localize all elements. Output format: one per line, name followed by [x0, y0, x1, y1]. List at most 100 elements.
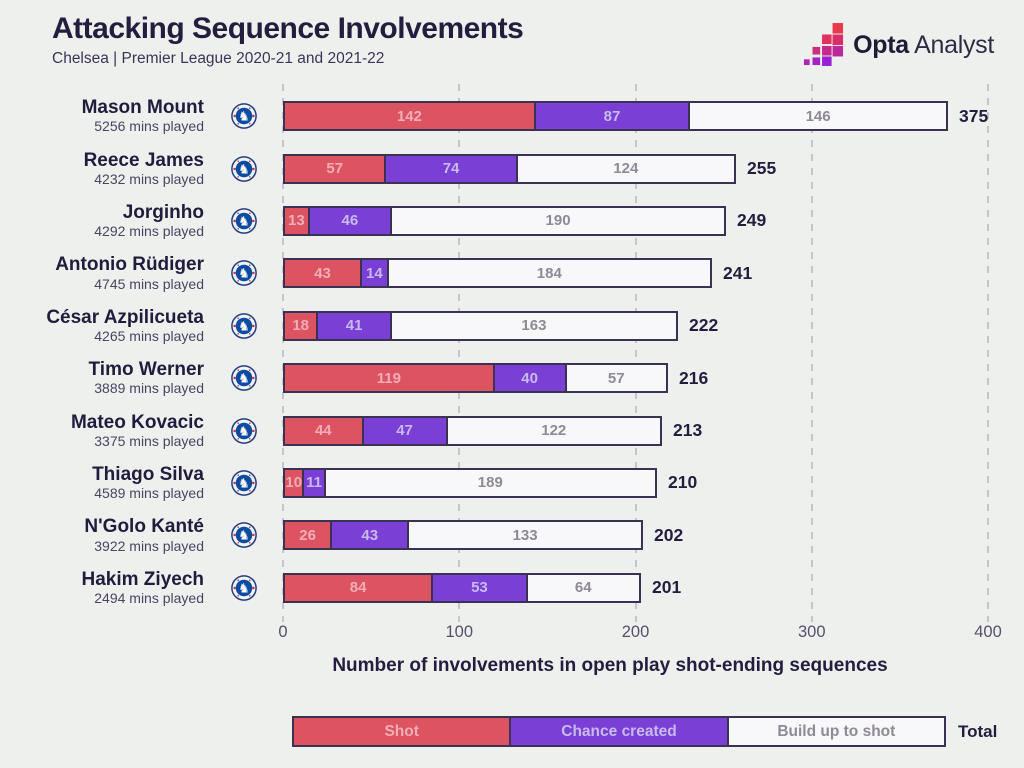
legend: Shot Chance created Build up to shot Total — [292, 716, 997, 747]
club-badge: ♞ — [231, 312, 257, 339]
segment-value: 18 — [292, 317, 310, 335]
stacked-bar: 26 43 133 — [283, 520, 643, 551]
opta-stairs-icon — [803, 23, 844, 66]
segment-value: 43 — [361, 526, 379, 544]
bar-segment-chance: 87 — [535, 103, 691, 130]
logo-wordmark: Opta Analyst — [853, 31, 994, 60]
bar-segment-chance: 11 — [304, 469, 326, 496]
legend-segment-shot: Shot — [294, 718, 512, 745]
segment-value: 84 — [349, 579, 367, 597]
segment-value: 26 — [299, 526, 316, 544]
player-row: Mason Mount 5256 mins played ♞ 142 87 146 375 — [0, 90, 1024, 142]
stacked-bar: 119 40 57 — [283, 363, 668, 394]
total-value: 216 — [679, 367, 709, 388]
x-axis-tick: 400 — [974, 623, 1002, 641]
gridline — [282, 84, 284, 622]
bar-segment-shot: 57 — [285, 155, 387, 182]
svg-text:♞: ♞ — [238, 581, 250, 596]
player-label: César Azpilicueta 4265 mins played — [0, 307, 204, 345]
segment-value: 14 — [365, 264, 383, 282]
player-mins-played: 4589 mins played — [94, 485, 204, 502]
bar-segment-buildup: 190 — [392, 207, 724, 234]
player-mins-played: 4265 mins played — [94, 328, 204, 345]
player-row: César Azpilicueta 4265 mins played ♞ 18 41 16… — [0, 300, 1024, 352]
stacked-bar: 18 41 163 — [283, 310, 678, 341]
total-value: 213 — [673, 420, 703, 441]
legend-bar: Shot Chance created Build up to shot — [292, 716, 946, 747]
player-mins-played: 4745 mins played — [94, 275, 204, 292]
chelsea-badge-icon: ♞ — [231, 574, 257, 601]
x-axis-tick: 200 — [621, 623, 650, 641]
legend-segment-chance: Chance created — [511, 718, 729, 745]
bar-segment-chance: 41 — [318, 312, 392, 339]
player-name: Mason Mount — [81, 97, 204, 119]
player-label: Timo Werner 3889 mins played — [0, 359, 204, 397]
player-mins-played: 5256 mins played — [94, 118, 204, 135]
player-mins-played: 3922 mins played — [94, 537, 204, 554]
legend-segment-label: Shot — [384, 722, 419, 740]
svg-text:♞: ♞ — [238, 267, 250, 282]
chelsea-badge-icon: ♞ — [231, 103, 257, 130]
segment-value: 57 — [607, 369, 625, 387]
player-label: Mateo Kovacic 3375 mins played — [0, 412, 204, 450]
segment-value: 163 — [521, 317, 547, 335]
bar-segment-buildup: 122 — [447, 417, 660, 444]
player-row: Mateo Kovacic 3375 mins played ♞ 44 47 122 213 — [0, 404, 1024, 456]
segment-value: 190 — [545, 212, 571, 230]
stacked-bar: 44 47 122 — [283, 415, 662, 446]
bar-segment-shot: 18 — [285, 312, 319, 339]
bar-segment-chance: 43 — [332, 522, 410, 549]
player-name: Jorginho — [122, 202, 204, 223]
svg-text:♞: ♞ — [238, 424, 250, 439]
bar-segment-buildup: 146 — [690, 103, 946, 130]
bar-segment-chance: 46 — [309, 207, 393, 234]
bar-segment-buildup: 184 — [388, 260, 710, 287]
bar-segment-buildup: 64 — [527, 574, 639, 601]
player-label: Mason Mount 5256 mins played — [0, 97, 204, 135]
player-name: Antonio Rüdiger — [55, 254, 204, 276]
segment-value: 74 — [442, 160, 460, 178]
segment-value: 87 — [603, 107, 621, 125]
bar-segment-chance: 14 — [362, 260, 389, 287]
player-mins-played: 4292 mins played — [94, 223, 204, 240]
segment-value: 64 — [574, 579, 592, 597]
bar-segment-shot: 44 — [285, 417, 364, 444]
player-mins-played: 2494 mins played — [94, 590, 204, 606]
stacked-bar: 84 53 64 — [283, 572, 641, 603]
page-subtitle: Chelsea | Premier League 2020-21 and 202… — [52, 50, 385, 67]
chelsea-badge-icon: ♞ — [231, 470, 257, 496]
total-value: 210 — [668, 472, 698, 493]
bar-segment-buildup: 57 — [566, 365, 666, 392]
player-name: Timo Werner — [88, 359, 204, 381]
player-mins-played: 4232 mins played — [94, 170, 204, 187]
segment-value: 184 — [536, 264, 562, 282]
player-name: César Azpilicueta — [46, 306, 204, 328]
segment-value: 40 — [521, 369, 538, 387]
svg-text:♞: ♞ — [238, 372, 250, 387]
gridline — [634, 84, 637, 622]
club-badge: ♞ — [231, 574, 257, 601]
segment-value: 53 — [471, 579, 488, 597]
stacked-bar: 10 11 189 — [283, 467, 657, 498]
player-name: N'Golo Kanté — [84, 516, 204, 538]
svg-text:♞: ♞ — [238, 110, 250, 125]
stacked-bar: 57 74 124 — [283, 153, 736, 184]
bar-segment-buildup: 163 — [391, 312, 676, 339]
segment-value: 119 — [376, 369, 401, 387]
segment-value: 124 — [613, 160, 639, 178]
segment-value: 47 — [396, 422, 413, 440]
total-value: 222 — [689, 315, 719, 336]
x-axis-label: Number of involvements in open play shot… — [332, 655, 888, 676]
player-label: Reece James 4232 mins played — [0, 150, 204, 188]
player-row: Antonio Rüdiger 4745 mins played ♞ 43 14 184 2… — [0, 247, 1024, 299]
svg-text:♞: ♞ — [238, 529, 250, 544]
bar-segment-buildup: 133 — [409, 522, 641, 549]
legend-segment-label: Chance created — [561, 722, 677, 740]
chelsea-badge-icon: ♞ — [231, 155, 257, 182]
player-label: Thiago Silva 4589 mins played — [0, 464, 204, 502]
bar-segment-chance: 74 — [386, 155, 518, 182]
segment-value: 57 — [326, 160, 344, 178]
club-badge: ♞ — [231, 103, 257, 130]
logo-analyst: Analyst — [914, 30, 994, 59]
chelsea-badge-icon: ♞ — [231, 522, 257, 549]
